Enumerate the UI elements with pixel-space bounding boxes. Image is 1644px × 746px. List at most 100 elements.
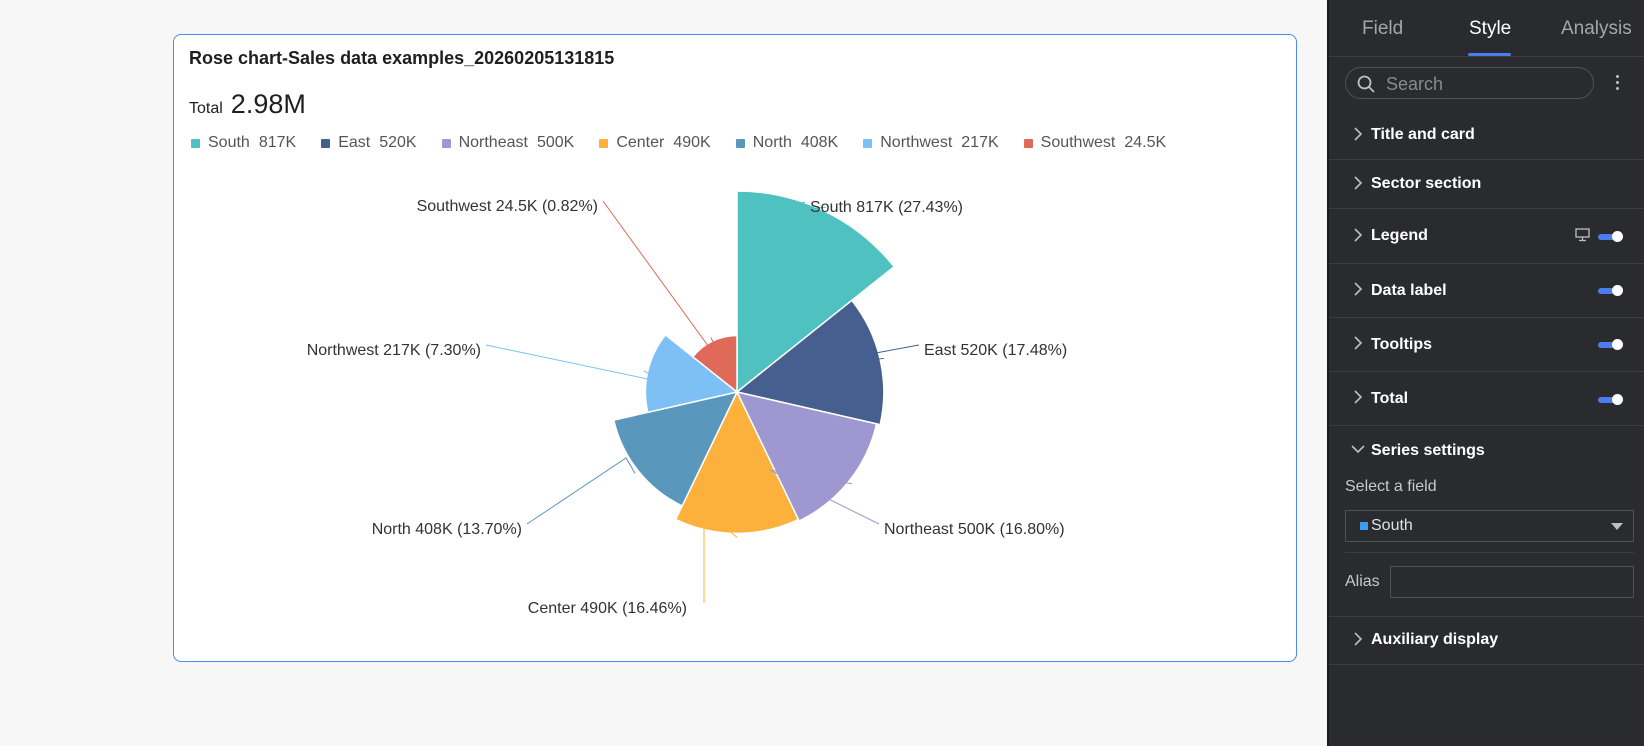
legend-swatch [735,138,745,148]
more-options-icon[interactable] [1612,72,1622,94]
search-input[interactable] [1384,72,1588,96]
legend-value: 520K [379,134,417,151]
legend-value: 408K [800,134,839,151]
legend-item-center[interactable]: Center 490K [599,134,711,152]
tab-field[interactable]: Field [1362,18,1404,39]
legend-item-northeast[interactable]: Northeast 500K [441,134,575,152]
data-label-northeast: Northeast 500K (16.80%) [884,521,1065,538]
section-label: Title and card [1371,126,1475,143]
series-field-select[interactable]: South [1345,510,1634,542]
legend-name: Southwest [1040,134,1116,151]
leader-line-northwest [485,344,663,383]
total-value: 2.98M [230,89,306,119]
legend-swatch [321,138,331,148]
legend-value: 490K [673,134,711,151]
data-label-center: Center 490K (16.46%) [528,600,687,617]
chevron-right-icon [1354,176,1363,190]
section-auxiliary-display[interactable]: Auxiliary display [1329,616,1644,665]
leader-line-east [793,344,920,369]
section-total[interactable]: Total [1329,372,1644,426]
data-label-southwest: Southwest 24.5K (0.82%) [417,198,598,215]
divider [1345,552,1634,553]
section-legend[interactable]: Legend [1329,209,1644,264]
data-label-northwest: Northwest 217K (7.30%) [307,342,481,359]
legend-name: North [752,134,792,151]
chevron-right-icon [1354,282,1363,296]
data-label-south: South 817K (27.43%) [810,199,963,216]
section-label[interactable]: Series settings [1371,442,1485,459]
total-toggle[interactable] [1598,394,1623,406]
legend-swatch [863,138,873,148]
rose-slice-northeast[interactable] [735,390,878,523]
section-label: Sector section [1371,175,1482,192]
chevron-right-icon [1354,228,1363,242]
chevron-right-icon [1354,632,1363,646]
legend-value: 24.5K [1124,134,1167,151]
section-sector[interactable]: Sector section [1329,160,1644,209]
section-label: Legend [1371,227,1428,244]
total-label: Total [189,100,223,117]
tab-analysis[interactable]: Analysis [1561,18,1632,39]
chart-legend: South 817K East 520K Northeast 500K Cent… [191,134,1191,152]
legend-item-northwest[interactable]: Northwest 217K [863,134,999,152]
legend-item-southwest[interactable]: Southwest 24.5K [1023,134,1167,152]
tooltips-toggle[interactable] [1598,339,1623,351]
monitor-icon[interactable] [1575,228,1591,242]
leader-line-north [526,457,636,525]
legend-swatch [191,138,200,148]
alias-label: Alias [1345,573,1380,590]
search-box[interactable] [1345,67,1594,99]
leader-line-southwest [602,200,736,384]
total-row: Total 2.98M [189,89,306,120]
section-series-settings: Series settings [1329,426,1644,617]
legend-value: 817K [258,134,297,151]
section-title-and-card[interactable]: Title and card [1329,111,1644,160]
rose-slice-north[interactable] [612,390,739,507]
data-label-east: East 520K (17.48%) [924,342,1067,359]
legend-name: Northwest [880,134,953,151]
rose-slice-center[interactable] [674,390,800,535]
legend-value: 217K [961,134,999,151]
leader-line-center [703,508,738,603]
legend-name: East [338,134,371,151]
legend-swatch [1023,138,1033,148]
legend-item-south[interactable]: South 817K [191,134,296,152]
section-label: Tooltips [1371,336,1433,353]
legend-name: South [208,134,250,151]
section-tooltips[interactable]: Tooltips [1329,318,1644,372]
chevron-right-icon [1354,390,1363,404]
panel-tabs: Field Style Analysis [1329,0,1644,57]
selected-series: South [1371,517,1413,534]
legend-name: Center [616,134,665,151]
section-label: Auxiliary display [1371,631,1499,648]
alias-input[interactable] [1390,566,1634,598]
legend-toggle[interactable] [1598,231,1623,243]
leader-line-south [763,201,826,214]
section-label: Data label [1371,282,1447,299]
legend-swatch [441,138,451,148]
leader-line-northeast [769,469,880,525]
data-label-toggle[interactable] [1598,285,1623,297]
section-label: Total [1371,390,1409,407]
search-icon [1357,75,1375,93]
tab-style[interactable]: Style [1469,18,1512,39]
legend-swatch [599,138,609,148]
chart-title: Rose chart-Sales data examples_202602051… [189,48,615,68]
active-tab-indicator [1468,53,1511,56]
select-field-label: Select a field [1345,478,1437,495]
rose-slice-northwest[interactable] [644,333,739,414]
rose-chart[interactable]: South 817K (27.43%) East 520K (17.48%) Nor… [174,35,1296,661]
section-data-label[interactable]: Data label [1329,264,1644,318]
rose-slice-south[interactable] [736,190,896,394]
legend-item-north[interactable]: North 408K [735,134,839,152]
series-color-swatch [1360,522,1368,530]
data-label-north: North 408K (13.70%) [372,521,522,538]
legend-value: 500K [536,134,575,151]
chevron-down-icon[interactable] [1351,444,1365,454]
chart-card[interactable]: Rose chart-Sales data examples_202602051… [173,34,1297,662]
chevron-right-icon [1354,336,1363,350]
legend-item-east[interactable]: East 520K [321,134,417,152]
style-panel: Field Style Analysis Title and card Sect… [1327,0,1644,746]
legend-name: Northeast [458,134,528,151]
chevron-right-icon [1354,127,1363,141]
